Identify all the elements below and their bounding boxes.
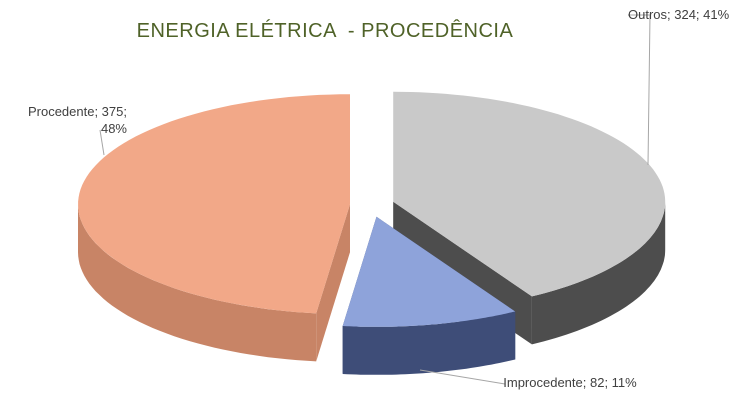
slice-side (342, 311, 516, 375)
slice (78, 94, 350, 362)
data-label: Improcedente; 82; 11% (503, 375, 637, 390)
slice-side (78, 204, 317, 362)
data-label: Procedente; 375; 48% (27, 104, 127, 136)
slice-top (78, 94, 350, 314)
leader-line (99, 129, 105, 156)
slice (342, 216, 516, 375)
slice-edge (316, 204, 350, 362)
slice-top (342, 216, 516, 327)
data-label: Outros; 324; 41% (628, 7, 730, 22)
slice-side (531, 201, 666, 345)
chart-title: ENERGIA ELÉTRICA - PROCEDÊNCIA (136, 20, 514, 42)
slice-top (393, 91, 666, 297)
leader-line (628, 14, 651, 166)
leader-line (419, 369, 506, 385)
